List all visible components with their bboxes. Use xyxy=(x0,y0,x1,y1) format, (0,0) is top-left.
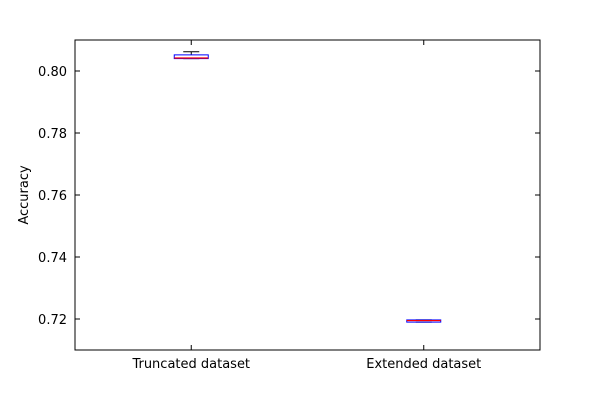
y-axis-ticks: 0.72 0.74 0.76 0.78 0.80 xyxy=(38,65,540,328)
boxes xyxy=(173,51,442,323)
y-tick-label: 0.76 xyxy=(38,189,67,204)
y-axis-label: Accuracy xyxy=(17,165,32,225)
box-iqr xyxy=(173,54,209,60)
x-tick-label: Extended dataset xyxy=(366,357,481,372)
y-tick-label: 0.78 xyxy=(38,127,67,142)
x-tick-label: Truncated dataset xyxy=(131,357,250,372)
y-tick-label: 0.74 xyxy=(38,251,67,266)
y-tick-label: 0.80 xyxy=(38,65,67,80)
y-tick-label: 0.72 xyxy=(38,313,67,328)
plot-area xyxy=(74,39,541,351)
x-axis-ticks: Truncated dataset Extended dataset xyxy=(131,40,481,372)
